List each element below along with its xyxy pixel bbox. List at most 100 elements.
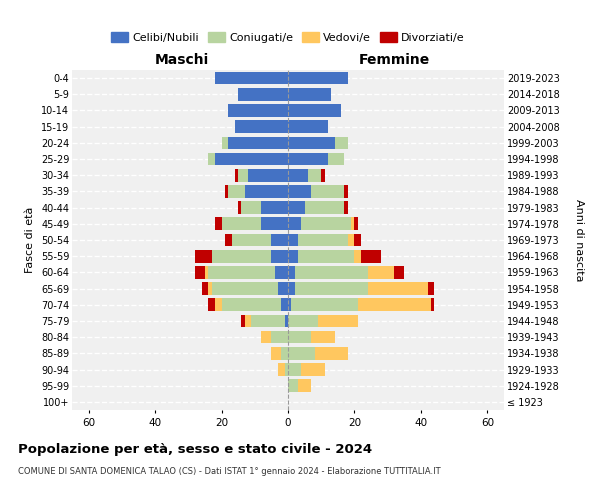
Text: COMUNE DI SANTA DOMENICA TALAO (CS) - Dati ISTAT 1° gennaio 2024 - Elaborazione : COMUNE DI SANTA DOMENICA TALAO (CS) - Da… [18, 468, 440, 476]
Bar [344, 185, 348, 198]
Bar [251, 314, 284, 328]
Bar [215, 152, 288, 166]
Bar [361, 250, 381, 262]
Bar [288, 250, 298, 262]
Bar [318, 314, 358, 328]
Bar [238, 169, 248, 181]
Y-axis label: Anni di nascita: Anni di nascita [574, 198, 584, 281]
Bar [208, 152, 215, 166]
Bar [245, 185, 288, 198]
Bar [202, 282, 208, 295]
Bar [238, 88, 288, 101]
Bar [232, 234, 271, 246]
Bar [241, 202, 262, 214]
Bar [308, 169, 321, 181]
Bar [311, 331, 335, 344]
Bar [278, 363, 284, 376]
Y-axis label: Fasce di età: Fasce di età [25, 207, 35, 273]
Bar [288, 152, 328, 166]
Bar [355, 234, 361, 246]
Bar [288, 120, 328, 133]
Bar [228, 185, 245, 198]
Bar [394, 266, 404, 278]
Bar [284, 314, 288, 328]
Bar [212, 282, 278, 295]
Bar [271, 347, 281, 360]
Text: Maschi: Maschi [155, 53, 209, 67]
Bar [311, 185, 344, 198]
Bar [284, 363, 288, 376]
Bar [288, 104, 341, 117]
Bar [305, 202, 344, 214]
Bar [235, 120, 288, 133]
Bar [195, 266, 205, 278]
Bar [228, 104, 288, 117]
Bar [221, 136, 228, 149]
Bar [205, 266, 208, 278]
Bar [225, 185, 228, 198]
Bar [314, 347, 348, 360]
Bar [241, 314, 245, 328]
Bar [262, 331, 271, 344]
Bar [288, 331, 311, 344]
Bar [288, 314, 318, 328]
Bar [295, 282, 368, 295]
Bar [288, 363, 301, 376]
Bar [295, 266, 368, 278]
Bar [228, 136, 288, 149]
Bar [271, 250, 288, 262]
Bar [225, 234, 232, 246]
Bar [275, 266, 288, 278]
Bar [221, 298, 281, 311]
Bar [288, 266, 295, 278]
Bar [288, 380, 298, 392]
Bar [431, 298, 434, 311]
Bar [288, 72, 348, 85]
Bar [262, 218, 288, 230]
Bar [288, 185, 311, 198]
Bar [298, 250, 355, 262]
Bar [288, 136, 335, 149]
Bar [208, 282, 212, 295]
Bar [368, 282, 428, 295]
Bar [335, 136, 348, 149]
Legend: Celibi/Nubili, Coniugati/e, Vedovi/e, Divorziati/e: Celibi/Nubili, Coniugati/e, Vedovi/e, Di… [107, 28, 469, 48]
Bar [351, 218, 355, 230]
Bar [301, 218, 351, 230]
Bar [215, 218, 221, 230]
Bar [278, 282, 288, 295]
Bar [301, 363, 325, 376]
Bar [281, 298, 288, 311]
Text: Popolazione per età, sesso e stato civile - 2024: Popolazione per età, sesso e stato civil… [18, 442, 372, 456]
Bar [271, 331, 288, 344]
Bar [344, 202, 348, 214]
Bar [195, 250, 212, 262]
Bar [358, 298, 431, 311]
Bar [271, 234, 288, 246]
Bar [262, 202, 288, 214]
Bar [292, 298, 358, 311]
Bar [348, 234, 355, 246]
Bar [208, 298, 215, 311]
Bar [288, 88, 331, 101]
Bar [368, 266, 394, 278]
Bar [235, 169, 238, 181]
Bar [288, 298, 292, 311]
Bar [288, 347, 314, 360]
Bar [215, 298, 221, 311]
Bar [221, 218, 262, 230]
Bar [298, 234, 348, 246]
Bar [355, 218, 358, 230]
Bar [321, 169, 325, 181]
Bar [288, 202, 305, 214]
Bar [288, 218, 301, 230]
Bar [328, 152, 344, 166]
Bar [215, 72, 288, 85]
Bar [212, 250, 271, 262]
Text: Femmine: Femmine [359, 53, 430, 67]
Bar [281, 347, 288, 360]
Bar [288, 234, 298, 246]
Bar [238, 202, 241, 214]
Bar [288, 282, 295, 295]
Bar [208, 266, 275, 278]
